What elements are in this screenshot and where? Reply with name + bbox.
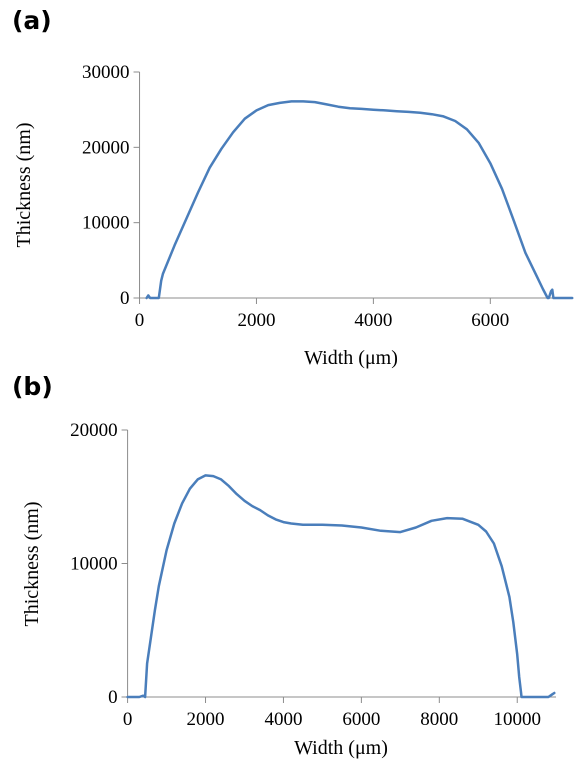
- y-tick-label-a: 10000: [82, 213, 130, 234]
- y-axis-title-b: Thickness (nm): [21, 502, 43, 627]
- panel-label-b: (b): [12, 372, 53, 401]
- x-axis-title-a: Width (μm): [304, 347, 398, 369]
- y-tick-label-a: 0: [120, 288, 130, 309]
- y-tick-label-b: 20000: [70, 420, 118, 441]
- x-axis-title-b: Width (μm): [294, 737, 388, 759]
- x-tick-label-b: 2000: [187, 709, 225, 730]
- x-tick-label-b: 6000: [342, 709, 380, 730]
- x-tick-label-a: 6000: [471, 310, 509, 331]
- y-tick-label-a: 30000: [82, 62, 130, 83]
- y-tick-label-b: 10000: [70, 554, 118, 575]
- y-tick-label-b: 0: [108, 687, 118, 708]
- x-tick-label-b: 4000: [264, 709, 302, 730]
- y-tick-label-a: 20000: [82, 137, 130, 158]
- thickness-line-b: [126, 474, 556, 699]
- x-tick-label-b: 0: [123, 709, 133, 730]
- x-tick-label-b: 10000: [493, 709, 541, 730]
- panel-label-a: (a): [12, 6, 52, 35]
- y-axis-title-a: Thickness (nm): [13, 123, 35, 248]
- chart-a: 0 10000 20000 30000 0 2000 4000 6000 Width (μm)…: [13, 62, 574, 369]
- thickness-line-a: [145, 100, 574, 300]
- x-tick-label-a: 0: [135, 310, 145, 331]
- x-tick-label-b: 8000: [420, 709, 458, 730]
- x-tick-label-a: 4000: [354, 310, 392, 331]
- x-tick-label-a: 2000: [237, 310, 275, 331]
